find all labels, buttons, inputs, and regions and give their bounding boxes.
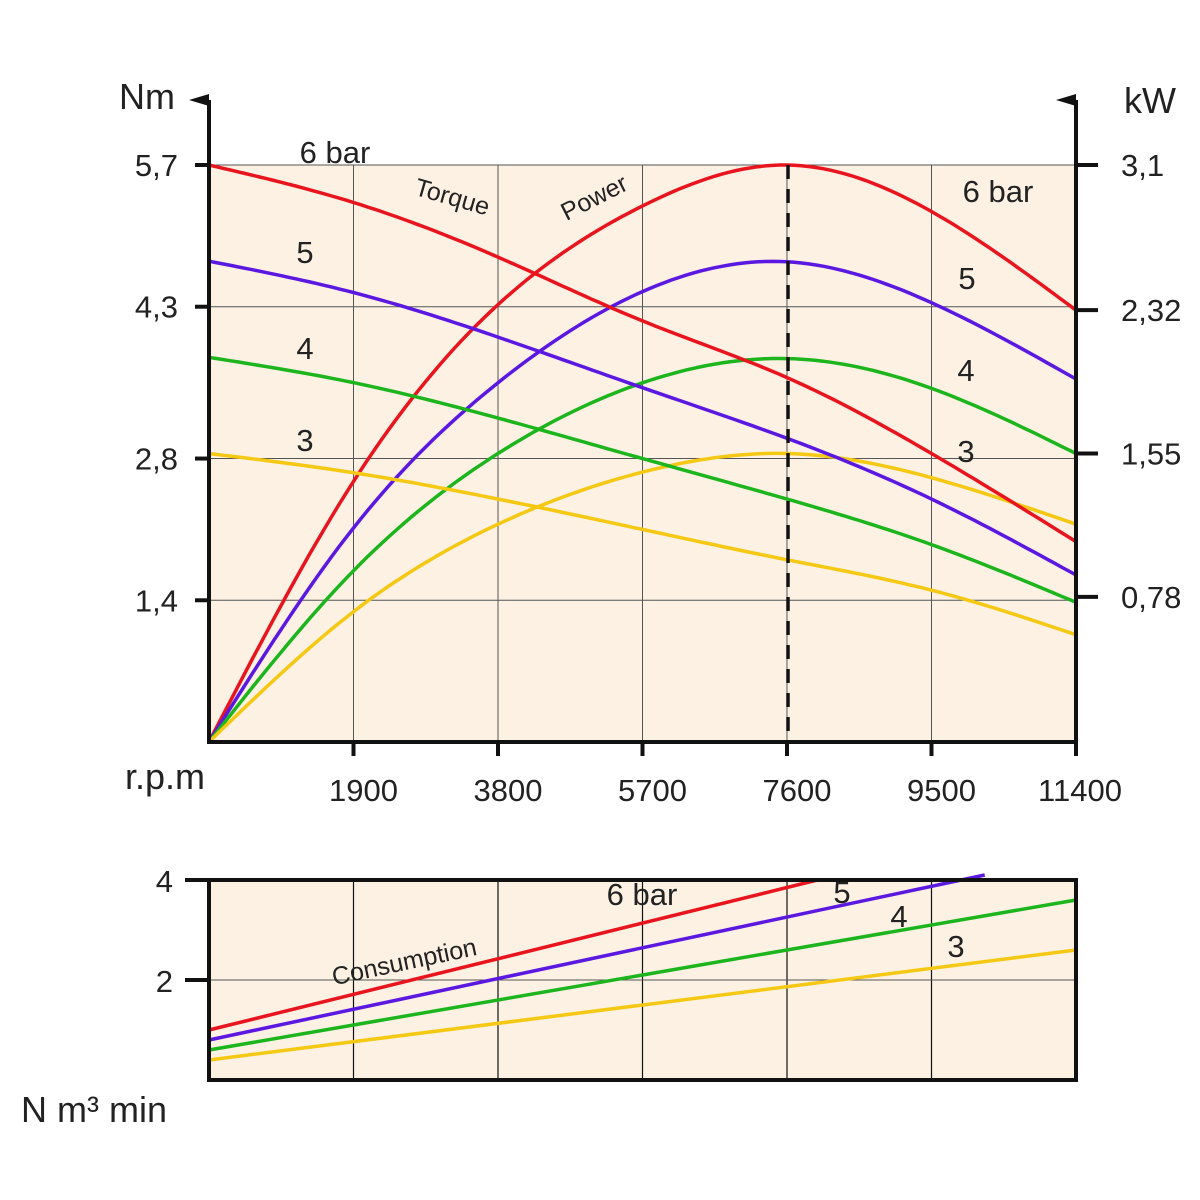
power-curve-5 <box>207 259 1078 744</box>
bottom-y-tick-label: 2 <box>156 964 173 999</box>
power-label-3: 3 <box>957 434 974 469</box>
power-curve-4 <box>207 356 1078 744</box>
torque-curve-5 <box>207 259 1078 577</box>
consumption-line-3 <box>208 948 1077 1062</box>
consumption-label-6-bar: 6 bar <box>607 877 678 912</box>
x-tick-label: 5700 <box>618 773 687 808</box>
left-axis-label: Nm <box>119 76 175 117</box>
x-tick-label: 9500 <box>907 773 976 808</box>
right-tick-label: 2,32 <box>1121 293 1181 328</box>
top-curves <box>207 163 1078 744</box>
torque-label-4: 4 <box>296 331 313 366</box>
torque-curve-6-bar <box>207 163 1078 544</box>
left-tick-label: 4,3 <box>135 290 178 325</box>
bottom-ticks: 24 <box>156 864 209 999</box>
power-curve-3 <box>207 451 1078 744</box>
bottom-y-tick-label: 4 <box>156 864 173 899</box>
right-axis-label: kW <box>1124 80 1176 121</box>
torque-curve-3 <box>207 451 1078 637</box>
consumption-label-3: 3 <box>947 929 964 964</box>
x-axis-label: r.p.m <box>125 756 205 797</box>
x-tick-label: 1900 <box>329 773 398 808</box>
x-tick-label: 3800 <box>474 773 543 808</box>
consumption-line-6-bar <box>208 878 818 1032</box>
left-tick-label: 5,7 <box>135 148 178 183</box>
consumption-line-4 <box>208 898 1077 1052</box>
power-label-4: 4 <box>957 353 974 388</box>
torque-label-3: 3 <box>296 423 313 458</box>
bottom-lines <box>208 873 1077 1062</box>
left-tick-label: 1,4 <box>135 583 178 618</box>
consumption-line-5 <box>208 873 986 1042</box>
right-tick-label: 0,78 <box>1121 580 1181 615</box>
consumption-label-4: 4 <box>890 899 907 934</box>
x-tick-label: 11400 <box>1038 773 1122 808</box>
torque-curve-4 <box>207 355 1078 605</box>
top-ticks: 1,4 2,8 4,3 5,7 0,78 1,55 2,32 3,1 1900 3800 5700 7… <box>135 148 1181 808</box>
torque-label-5: 5 <box>296 235 313 270</box>
right-tick-label: 1,55 <box>1121 437 1181 472</box>
left-tick-label: 2,8 <box>135 442 178 477</box>
right-tick-label: 3,1 <box>1121 148 1164 183</box>
power-label-5: 5 <box>958 261 975 296</box>
power-curve-6-bar <box>207 163 1078 744</box>
torque-label-6-bar: 6 bar <box>300 135 371 170</box>
consumption-label-5: 5 <box>833 875 850 910</box>
power-label-6-bar: 6 bar <box>963 174 1034 209</box>
bottom-y-axis-label: N m³ min <box>21 1089 167 1130</box>
x-tick-label: 7600 <box>763 773 832 808</box>
